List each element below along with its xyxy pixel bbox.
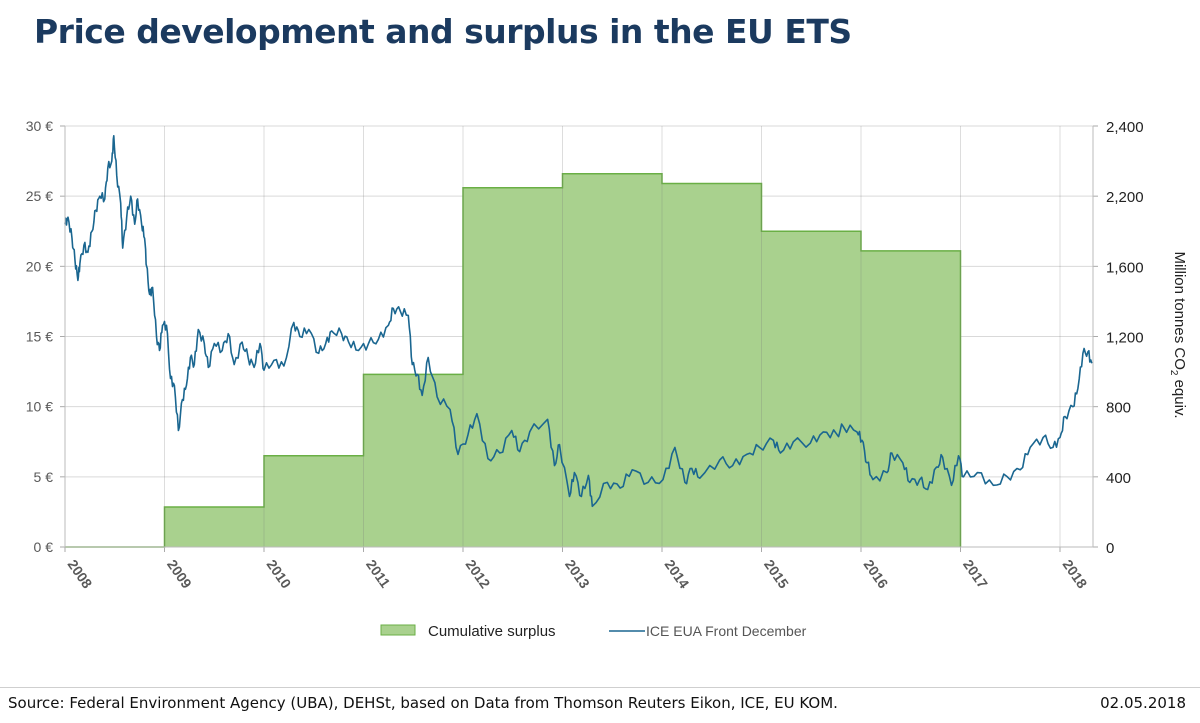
surplus-bar: [761, 231, 861, 547]
legend-swatch-surplus: [380, 624, 416, 636]
left-axis-tick-label: 10 €: [26, 399, 53, 415]
surplus-bar: [463, 187, 563, 547]
left-axis-tick-label: 25 €: [26, 188, 53, 204]
x-axis-tick-label: 2011: [363, 557, 394, 591]
x-axis-tick-label: 2015: [761, 557, 792, 592]
right-axis-tick-label: 2,200: [1106, 189, 1144, 206]
x-axis-tick-label: 2009: [164, 557, 195, 592]
price-line: [64, 135, 1093, 508]
surplus-bar: [363, 374, 463, 547]
right-axis-tick-label: 800: [1106, 400, 1131, 417]
left-axis-tick-label: 15 €: [26, 329, 53, 345]
surplus-bar: [562, 173, 662, 548]
x-axis-tick-label: 2017: [960, 557, 991, 592]
right-axis-tick-label: 0: [1106, 540, 1114, 557]
x-axis-tick-label: 2013: [562, 557, 593, 592]
right-axis-tick-label: 400: [1106, 470, 1131, 487]
price-line-series: [64, 135, 1093, 508]
surplus-outline: [65, 172, 962, 548]
legend-label-surplus: Cumulative surplus: [428, 623, 556, 640]
left-axis-tick-label: 0 €: [34, 539, 54, 555]
chart: 0 € 5 € 10 € 15 € 20 € 25 € 30 € 0 400 800 1,200 1,…: [26, 118, 1188, 640]
surplus-bar: [264, 455, 364, 547]
x-axis-tick-label: 2016: [861, 557, 892, 592]
right-axis-tick-label: 1,600: [1106, 259, 1144, 276]
footer-divider: [0, 687, 1200, 688]
footer-date: 02.05.2018: [1100, 694, 1186, 712]
right-axis-label: Million tonnes CO2 equiv.: [1168, 251, 1188, 418]
x-axis-tick-label: 2014: [662, 557, 693, 592]
source-note: Source: Federal Environment Agency (UBA)…: [8, 694, 838, 712]
surplus-bar: [861, 250, 961, 547]
left-axis-tick-label: 30 €: [26, 118, 53, 134]
right-axis-tick-label: 1,200: [1106, 330, 1144, 347]
x-axis-tick-label: 2018: [1060, 557, 1091, 592]
right-axis-tick-label: 2,400: [1106, 119, 1144, 136]
surplus-bar: [662, 183, 762, 547]
surplus-bar: [164, 507, 264, 547]
legend: Cumulative surplus ICE EUA Front Decembe…: [380, 623, 807, 640]
x-axis-tick-label: 2010: [264, 557, 295, 592]
left-axis-tick-label: 5 €: [34, 469, 54, 485]
x-axis-tick-label: 2008: [65, 557, 96, 592]
surplus-area-series: [65, 172, 962, 548]
page-title: Price development and surplus in the EU …: [34, 12, 852, 51]
x-axis-tick-label: 2012: [463, 557, 494, 592]
legend-label-price: ICE EUA Front December: [646, 623, 807, 639]
left-axis-tick-label: 20 €: [26, 258, 53, 274]
